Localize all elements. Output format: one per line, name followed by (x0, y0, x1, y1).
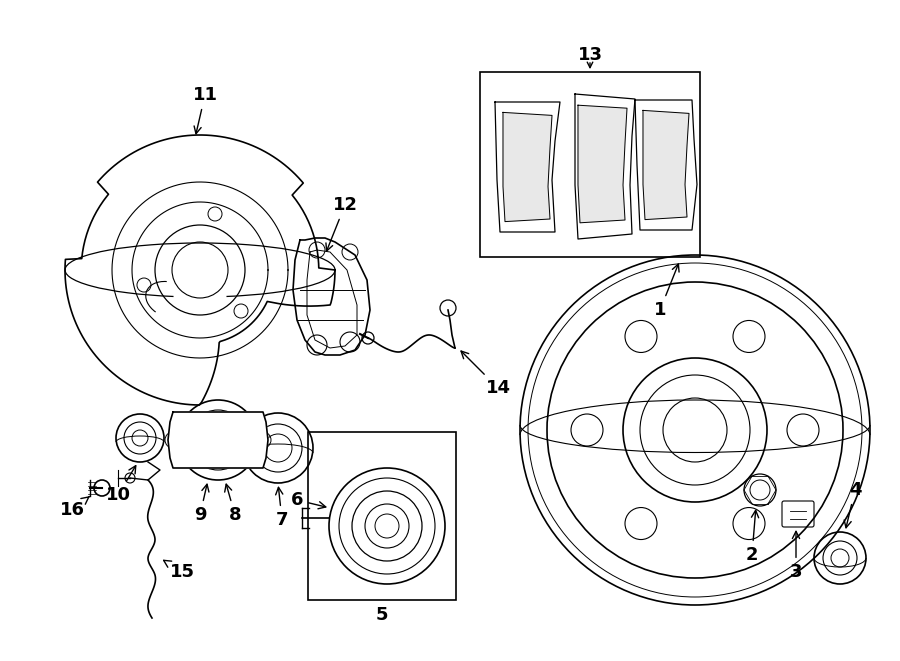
Text: 7: 7 (275, 487, 288, 529)
Text: 2: 2 (746, 510, 759, 564)
Text: 4: 4 (844, 481, 861, 527)
Text: 16: 16 (59, 496, 89, 519)
Polygon shape (643, 110, 689, 219)
Text: 10: 10 (105, 466, 136, 504)
Text: 11: 11 (193, 86, 218, 134)
Text: 6: 6 (291, 491, 326, 509)
Text: 5: 5 (376, 606, 388, 624)
Polygon shape (635, 100, 697, 230)
Text: 15: 15 (164, 561, 194, 581)
Text: 14: 14 (461, 351, 510, 397)
Text: 1: 1 (653, 264, 680, 319)
Bar (480, 72, 700, 257)
Text: 3: 3 (790, 531, 802, 581)
Polygon shape (168, 412, 268, 468)
Text: 12: 12 (326, 196, 357, 251)
Text: 13: 13 (578, 46, 602, 64)
Text: 9: 9 (194, 485, 209, 524)
Polygon shape (495, 102, 560, 232)
Polygon shape (575, 94, 635, 239)
Polygon shape (503, 112, 552, 221)
Bar (308, 432, 456, 600)
Text: 8: 8 (225, 484, 241, 524)
Polygon shape (578, 105, 627, 223)
